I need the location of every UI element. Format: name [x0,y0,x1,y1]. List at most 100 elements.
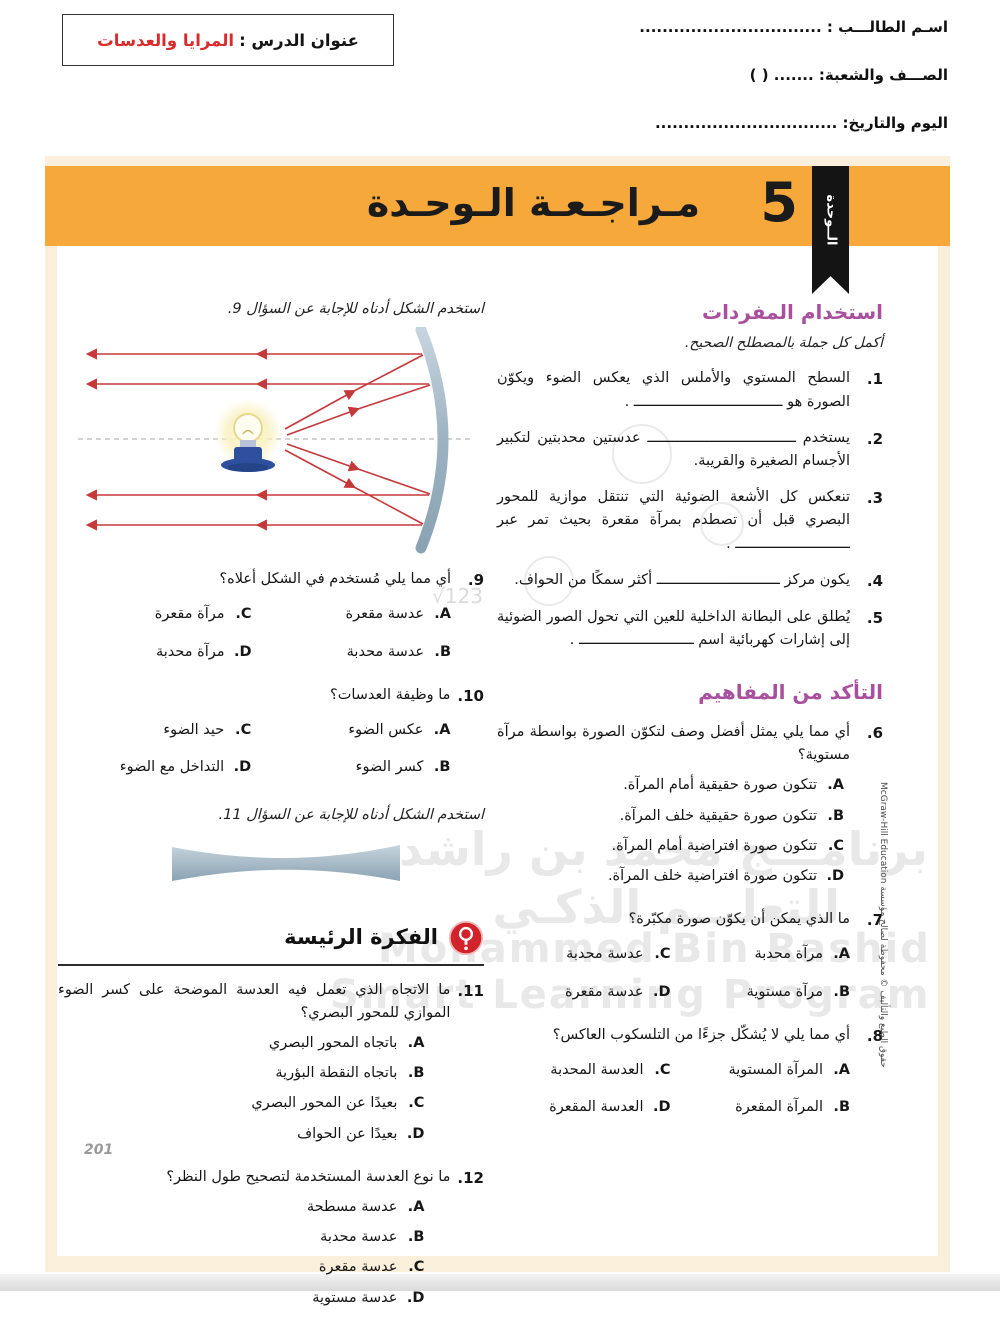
concave-mirror [415,327,449,554]
option-11d: D. بعيدًا عن الحواف [58,1123,424,1146]
option-letter: B. [407,1065,425,1082]
option-7b: B. مرآة مستوية [677,981,850,1004]
option-text: مرآة محدبة [754,946,823,963]
option-text: تتكون صورة حقيقية خلف المرآة. [619,807,817,824]
option-8d: D. العدسة المقعرة [497,1096,671,1119]
option-8c: C. العدسة المحدبة [497,1059,670,1082]
option-10d: D. التداخل مع الضوء [58,756,251,779]
unit-tab-ribbon: الــوحدة [812,166,849,294]
option-letter: A. [827,777,844,794]
concave-lens-shape [172,844,400,881]
right-column: استخدام المفردات أكمل كل جملة بالمصطلح ا… [497,296,883,1126]
question-number: 1. [866,370,883,389]
concave-lens-figure [170,842,402,894]
question-text: أي مما يلي يمثل أفضل وصف لتكوّن الصورة ب… [497,724,850,764]
option-6a: A. تتكون صورة حقيقية أمام المرآة. [497,774,844,797]
question-text: السطح المستوي والأملس الذي يعكس الضوء وي… [497,370,850,410]
option-text: حيد الضوء [163,721,225,738]
question-text: يكون مركز ـــــــــــــــــــــــــــــ … [514,571,850,588]
option-text: المرآة المستوية [728,1061,823,1078]
question-7: 7. ما الذي يمكن أن يكوّن صورة مكبّرة؟ A.… [497,908,883,1011]
page-frame [45,156,950,1272]
option-11a: A. باتجاه المحور البصري [58,1032,425,1055]
concave-mirror-diagram [78,327,474,554]
option-7a: A. مرآة محدبة [677,943,850,966]
option-letter: C. [654,946,671,963]
question-1: 1. السطح المستوي والأملس الذي يعكس الضوء… [497,367,883,413]
option-letter: D. [652,1099,671,1116]
copyright-vertical-text: حقوق الطبع والتأليف © محفوظة لصالح مؤسسة… [878,782,888,1068]
option-text: عدسة محدبة [566,946,644,963]
question-number: 11. [457,981,484,1000]
question-number: 5. [866,608,883,627]
main-idea-header: الفكرة الرئيسة [58,920,484,966]
option-letter: C. [235,606,252,623]
day-date-field: اليوم والتاريخ: ........................… [654,114,948,132]
option-text: مرآة محدبة [155,643,225,660]
option-9a: A. عدسة مقعرة [258,603,452,626]
question-number: 3. [866,489,883,508]
question-text: تنعكس كل الأشعة الضوئية التي تنتقل موازي… [497,489,850,552]
option-letter: A. [407,1035,425,1052]
option-text: عدسة مستوية [312,1289,398,1306]
question-text: أي مما يلي مُستخدم في الشكل أعلاه؟ [219,571,451,588]
option-text: العدسة المحدبة [550,1061,644,1078]
question-number: 10. [457,686,484,705]
unit-number: 5 [760,171,798,234]
option-6b: B. تتكون صورة حقيقية خلف المرآة. [497,805,844,828]
question-3: 3. تنعكس كل الأشعة الضوئية التي تنتقل مو… [497,486,883,556]
option-6c: C. تتكون صورة افتراضية أمام المرآة. [497,835,844,858]
option-12b: B. عدسة محدبة [58,1226,424,1249]
option-10c: C. حيد الضوء [58,719,251,742]
question-5: 5. يُطلق على البطانة الداخلية للعين التي… [497,606,883,652]
option-letter: C. [408,1259,425,1276]
option-11c: C. بعيدًا عن المحور البصري [58,1092,424,1115]
question-6: 6. أي مما يلي يمثل أفضل وصف لتكوّن الصور… [497,721,883,895]
question-text: ما نوع العدسة المستخدمة لتصحيح طول النظر… [166,1168,451,1185]
unit-review-banner: مـراجـعـة الـوحـدة 5 [45,166,950,246]
vocab-heading: استخدام المفردات [702,300,883,324]
student-name-field: اسـم الطالـــب : .......................… [639,18,948,36]
option-text: عدسة مقعرة [345,606,425,623]
question-number: 7. [866,911,883,930]
question-number: 6. [866,724,883,743]
option-12d: D. عدسة مستوية [58,1287,424,1310]
option-letter: B. [433,759,451,776]
question-4: 4. يكون مركز ـــــــــــــــــــــــــــ… [497,569,883,593]
page-bottom-edge [0,1274,1000,1291]
option-text: كسر الضوء [355,759,424,776]
question-text: يُطلق على البطانة الداخلية للعين التي تح… [497,608,850,648]
page-inner [57,166,938,1256]
option-letter: B. [833,1099,850,1116]
question-11: 11. ما الاتجاه الذي تعمل فيه العدسة المو… [58,979,484,1153]
option-letter: C. [827,837,844,854]
option-letter: C. [408,1095,425,1112]
option-9b: B. عدسة محدبة [258,641,451,664]
option-10a: A. عكس الضوء [257,719,450,742]
option-12a: A. عدسة مسطحة [58,1196,425,1219]
option-letter: C. [235,721,252,738]
lesson-title-box: عنوان الدرس : المرايا والعدسات [62,14,394,66]
option-7c: C. عدسة محدبة [497,943,671,966]
option-7d: D. عدسة مقعرة [497,981,671,1004]
light-rays [85,348,431,531]
lesson-title-value: المرايا والعدسات [97,30,235,50]
option-text: عكس الضوء [348,721,424,738]
option-text: العدسة المقعرة [549,1099,644,1116]
question-2: 2. يستخدم ــــــــــــــــــــــــــــــ… [497,427,883,473]
question-number: 8. [866,1026,883,1045]
option-text: تتكون صورة حقيقية أمام المرآة. [623,777,817,794]
option-letter: D. [233,759,252,776]
option-letter: A. [433,721,451,738]
option-letter: D. [406,1289,425,1306]
question-number: 4. [866,571,883,590]
lesson-title-label: عنوان الدرس : [239,30,359,50]
option-text: مرآة مستوية [746,983,823,1000]
question-12: 12. ما نوع العدسة المستخدمة لتصحيح طول ا… [58,1166,484,1317]
light-bulb-icon [214,399,282,473]
option-letter: D. [652,983,671,1000]
option-text: تتكون صورة افتراضية أمام المرآة. [611,837,817,854]
figure9-instruction: استخدم الشكل أدناه للإجابة عن السؤال 9. [227,301,484,317]
option-letter: A. [833,1061,850,1078]
